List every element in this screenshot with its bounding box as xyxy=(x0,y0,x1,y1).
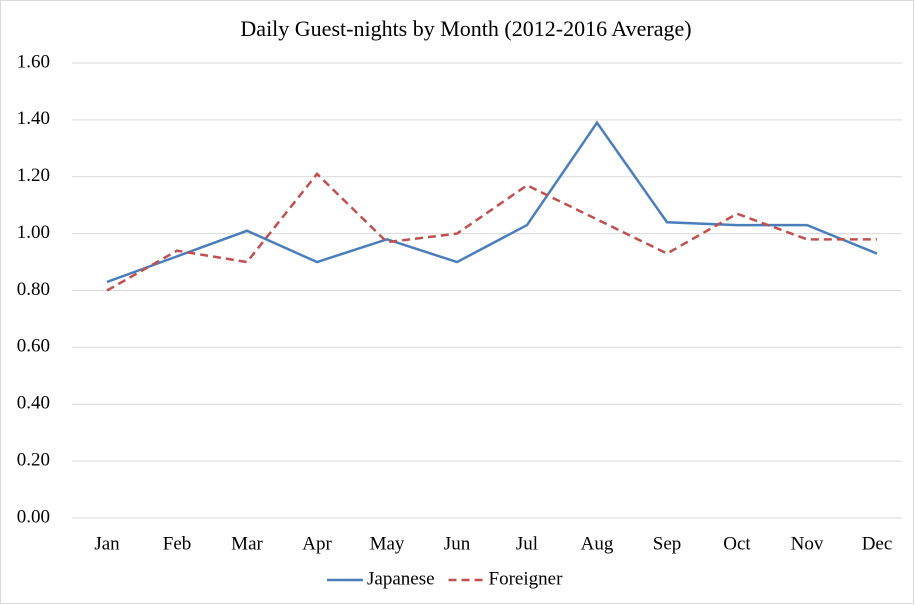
x-tick-label: Sep xyxy=(653,533,682,554)
y-tick-label: 0.60 xyxy=(17,336,50,357)
y-tick-label: 1.00 xyxy=(17,222,50,243)
x-tick-label: Jun xyxy=(444,533,471,554)
x-tick-label: Jan xyxy=(94,533,120,554)
y-tick-label: 0.80 xyxy=(17,279,50,300)
chart-title: Daily Guest-nights by Month (2012-2016 A… xyxy=(240,16,691,41)
y-tick-label: 0.40 xyxy=(17,393,50,414)
y-tick-label: 1.20 xyxy=(17,165,50,186)
x-tick-label: Nov xyxy=(791,533,824,554)
x-tick-label: Dec xyxy=(862,533,893,554)
y-tick-label: 0.00 xyxy=(17,506,50,527)
data-line xyxy=(106,172,877,292)
legend-label: Japanese xyxy=(367,568,435,589)
y-tick-label: 0.20 xyxy=(17,449,50,470)
x-tick-label: Feb xyxy=(163,533,192,554)
y-tick-label: 1.40 xyxy=(17,108,50,129)
x-tick-label: Mar xyxy=(231,533,263,554)
x-tick-label: May xyxy=(370,533,405,554)
x-tick-label: Aug xyxy=(581,533,614,554)
x-tick-label: Oct xyxy=(723,533,751,554)
data-line xyxy=(106,120,878,284)
legend-label: Foreigner xyxy=(489,568,564,589)
x-tick-label: Jul xyxy=(516,533,538,554)
x-tick-label: Apr xyxy=(302,533,332,554)
y-tick-label: 1.60 xyxy=(17,51,50,72)
